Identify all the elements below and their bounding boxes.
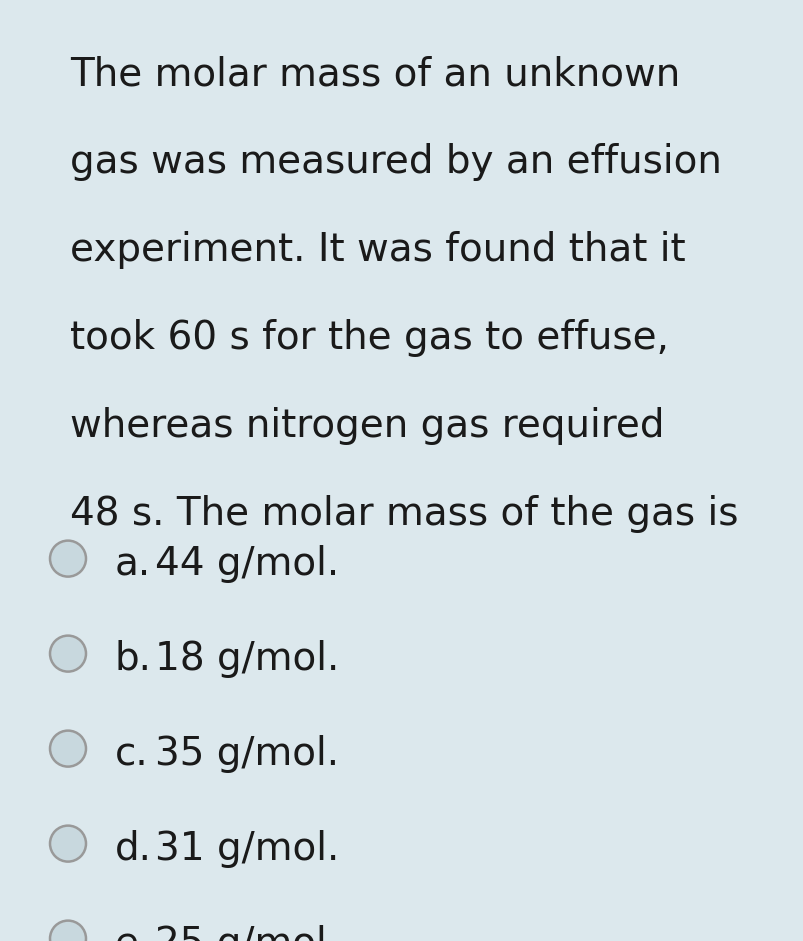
Text: 31 g/mol.: 31 g/mol. xyxy=(155,830,339,868)
Circle shape xyxy=(50,730,86,767)
Circle shape xyxy=(50,825,86,862)
Circle shape xyxy=(50,635,86,672)
Text: took 60 s for the gas to effuse,: took 60 s for the gas to effuse, xyxy=(70,319,668,357)
Text: d.: d. xyxy=(115,830,152,868)
Text: a.: a. xyxy=(115,545,151,583)
Text: c.: c. xyxy=(115,735,149,773)
Circle shape xyxy=(50,920,86,941)
Text: experiment. It was found that it: experiment. It was found that it xyxy=(70,231,685,269)
Text: e.: e. xyxy=(115,925,151,941)
Text: 48 s. The molar mass of the gas is: 48 s. The molar mass of the gas is xyxy=(70,495,738,533)
Text: whereas nitrogen gas required: whereas nitrogen gas required xyxy=(70,407,663,445)
Text: b.: b. xyxy=(115,640,152,678)
Text: 25 g/mol.: 25 g/mol. xyxy=(155,925,339,941)
Text: gas was measured by an effusion: gas was measured by an effusion xyxy=(70,143,721,181)
Text: 18 g/mol.: 18 g/mol. xyxy=(155,640,339,678)
Text: 44 g/mol.: 44 g/mol. xyxy=(155,545,339,583)
Text: 35 g/mol.: 35 g/mol. xyxy=(155,735,339,773)
Text: The molar mass of an unknown: The molar mass of an unknown xyxy=(70,55,679,93)
Circle shape xyxy=(50,541,86,577)
